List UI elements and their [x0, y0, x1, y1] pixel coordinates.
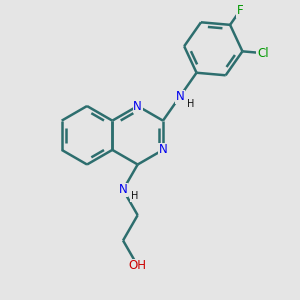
Text: N: N	[159, 143, 167, 156]
Text: H: H	[187, 99, 194, 109]
Text: OH: OH	[129, 259, 147, 272]
Text: N: N	[133, 100, 142, 112]
Text: N: N	[119, 183, 128, 196]
Text: N: N	[176, 90, 184, 103]
Text: Cl: Cl	[257, 46, 269, 60]
Text: F: F	[237, 4, 244, 17]
Text: H: H	[131, 191, 138, 201]
